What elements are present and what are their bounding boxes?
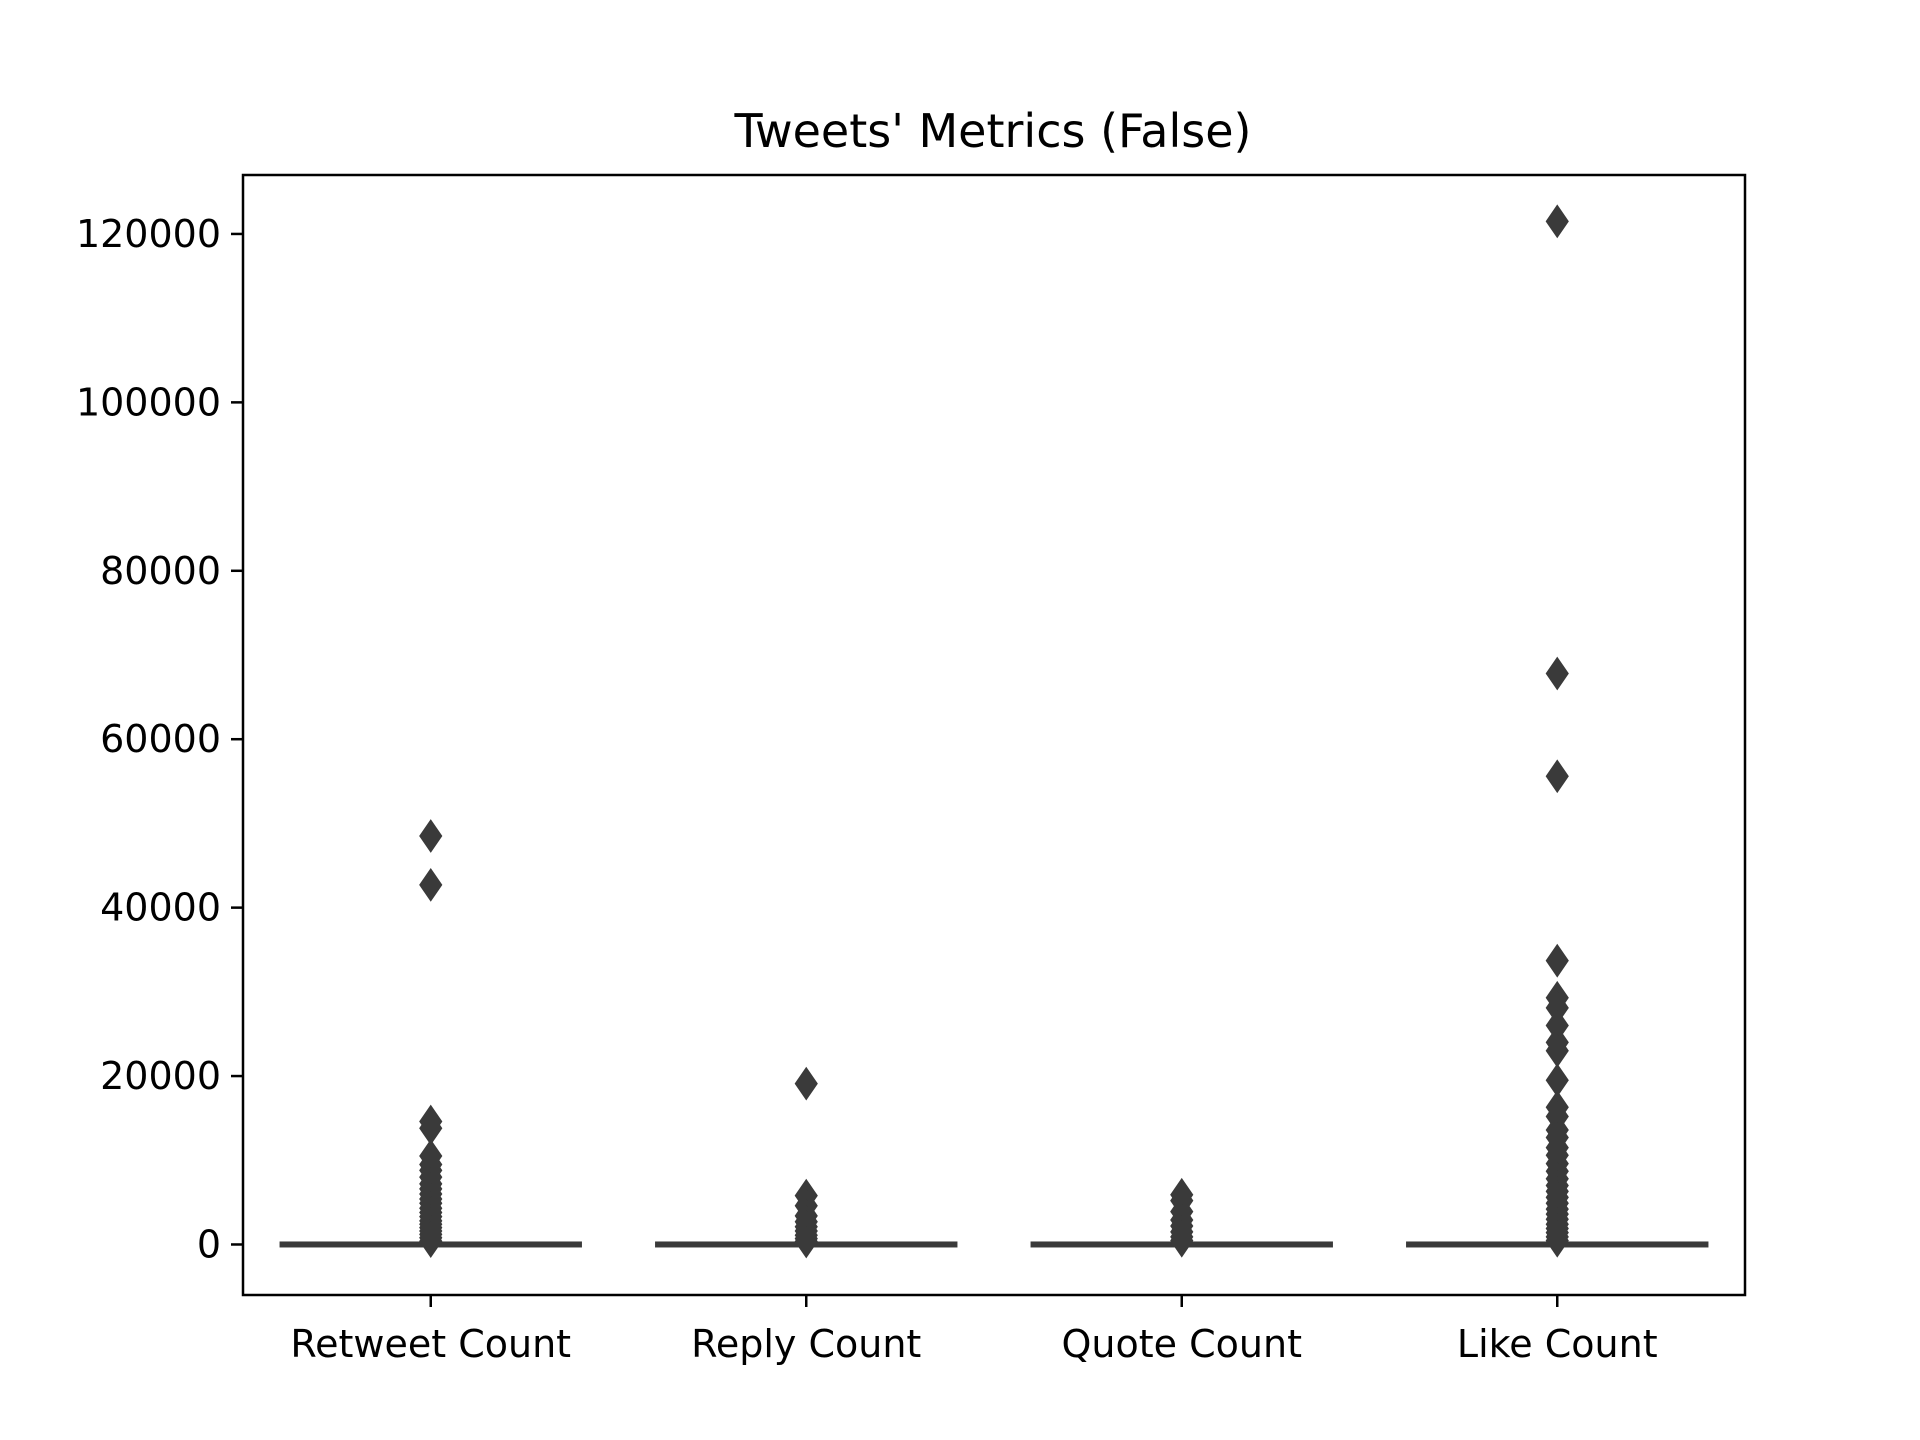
- plot-frame: [241, 173, 1747, 1297]
- outlier-point: [1545, 204, 1569, 239]
- y-tick-label: 120000: [76, 212, 221, 256]
- box-1: [279, 819, 582, 1258]
- x-tick-label: Reply Count: [691, 1322, 921, 1366]
- outlier-point: [1545, 759, 1569, 794]
- outlier-point: [1545, 943, 1569, 978]
- outlier-point: [419, 868, 443, 902]
- x-tick-label: Quote Count: [1062, 1322, 1302, 1366]
- y-tick-label: 40000: [100, 886, 221, 930]
- y-tick-label: 100000: [76, 380, 221, 424]
- outlier-point: [1545, 656, 1569, 691]
- axes: 0 20000 40000 60000 80000 100000 120000 Retweet…: [76, 173, 1747, 1366]
- y-tick-label: 60000: [100, 717, 221, 761]
- x-tick-label: Like Count: [1457, 1322, 1658, 1366]
- y-tick-label: 20000: [100, 1054, 221, 1098]
- outlier-point: [1170, 1223, 1194, 1258]
- outlier-point: [419, 819, 443, 853]
- plot-area: [279, 204, 1709, 1259]
- outlier-point: [794, 1224, 818, 1259]
- box-2: [655, 1066, 958, 1259]
- box-4: [1406, 204, 1709, 1258]
- outlier-point: [794, 1066, 818, 1101]
- box-3: [1030, 1177, 1333, 1258]
- x-tick-label: Retweet Count: [290, 1322, 571, 1366]
- y-tick-label: 0: [197, 1222, 221, 1266]
- outlier-point: [419, 1224, 443, 1258]
- y-tick-label: 80000: [100, 549, 221, 593]
- chart-title: Tweets' Metrics (False): [734, 104, 1252, 158]
- outlier-point: [1545, 1223, 1569, 1258]
